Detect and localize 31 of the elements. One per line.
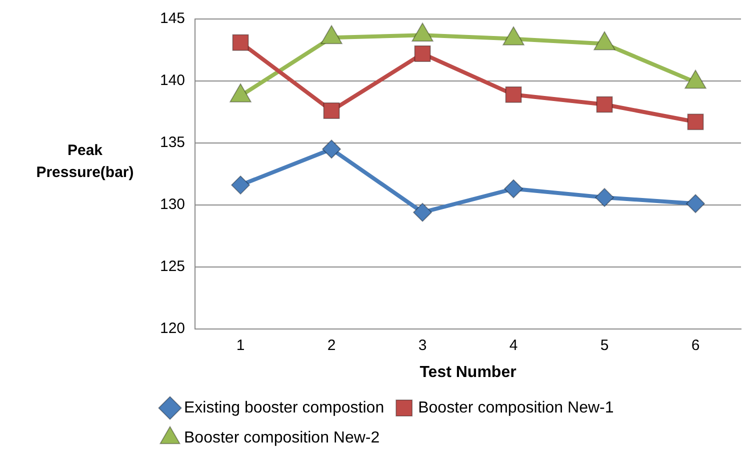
- point: [413, 202, 432, 222]
- y-tick-label: 120: [160, 320, 186, 337]
- point: [230, 83, 252, 102]
- point: [323, 102, 340, 119]
- legend-label: Booster composition New-2: [184, 429, 380, 446]
- point: [684, 70, 706, 89]
- y-tick-label: 130: [160, 196, 186, 214]
- y-tick-label: 145: [160, 10, 186, 28]
- point: [594, 31, 616, 50]
- point: [687, 114, 704, 130]
- point: [320, 25, 342, 44]
- x-tick-label: 4: [509, 336, 518, 354]
- point: [504, 179, 524, 198]
- legend-label: Existing booster compostion: [184, 399, 384, 416]
- point: [595, 188, 614, 207]
- x-tick-label: 6: [691, 336, 700, 354]
- point: [322, 140, 342, 159]
- point: [231, 176, 250, 195]
- legend-label: Booster composition New-1: [418, 399, 614, 416]
- point: [412, 22, 434, 42]
- y-axis-title: Peak Pressure(bar): [35, 141, 135, 183]
- x-tick-label: 2: [327, 336, 336, 354]
- x-tick-label: 3: [418, 336, 427, 354]
- point: [686, 194, 705, 214]
- y-tick-label: 140: [160, 72, 186, 90]
- x-tick-label: 1: [236, 336, 245, 354]
- x-tick-label: 5: [600, 336, 609, 354]
- y-tick-label: 135: [160, 134, 186, 152]
- point: [502, 26, 524, 46]
- y-tick-label: 125: [160, 258, 186, 275]
- x-axis-title: Test Number: [420, 364, 516, 381]
